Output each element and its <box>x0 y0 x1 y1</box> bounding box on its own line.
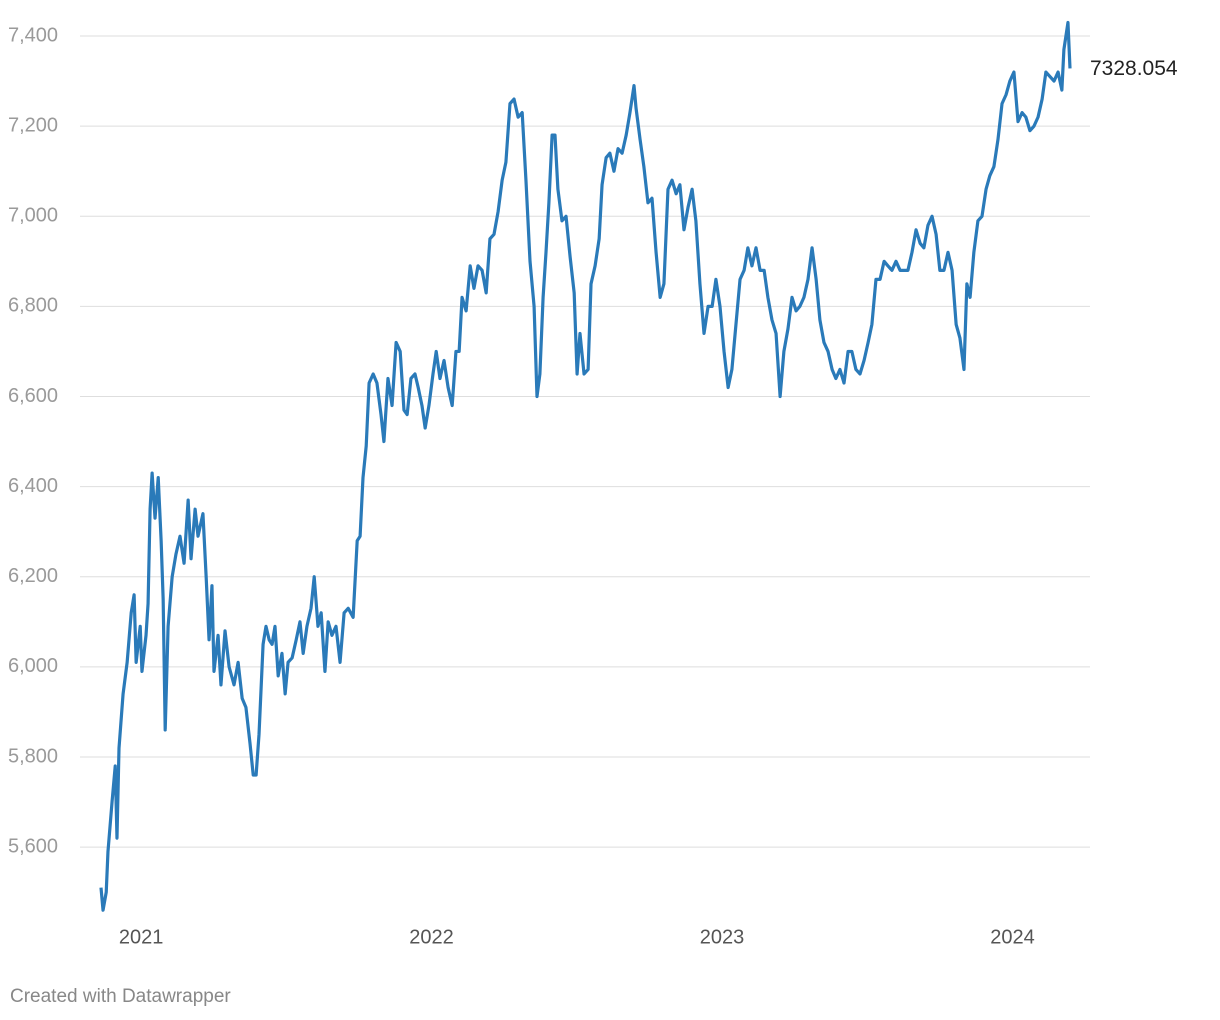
y-tick-label: 7,200 <box>8 114 58 136</box>
credit: Created with Datawrapper <box>10 986 231 1007</box>
y-tick-label: 6,400 <box>8 475 58 497</box>
x-tick-label: 2023 <box>700 926 745 948</box>
line <box>99 20 1072 912</box>
y-tick-label: 6,600 <box>8 385 58 407</box>
y-tick-label: 7,000 <box>8 205 58 227</box>
y-tick-label: 5,600 <box>8 835 58 857</box>
y-tick-label: 7,400 <box>8 24 58 46</box>
y-tick-label: 6,800 <box>8 295 58 317</box>
end-value-label: 7328.054 <box>1090 57 1178 80</box>
y-tick-label: 5,800 <box>8 745 58 767</box>
x-tick-label: 2022 <box>409 926 454 948</box>
x-tick-label: 2021 <box>119 926 164 948</box>
x-tick-label: 2024 <box>990 926 1035 948</box>
y-tick-label: 6,000 <box>8 655 58 677</box>
y-tick-label: 6,200 <box>8 565 58 587</box>
